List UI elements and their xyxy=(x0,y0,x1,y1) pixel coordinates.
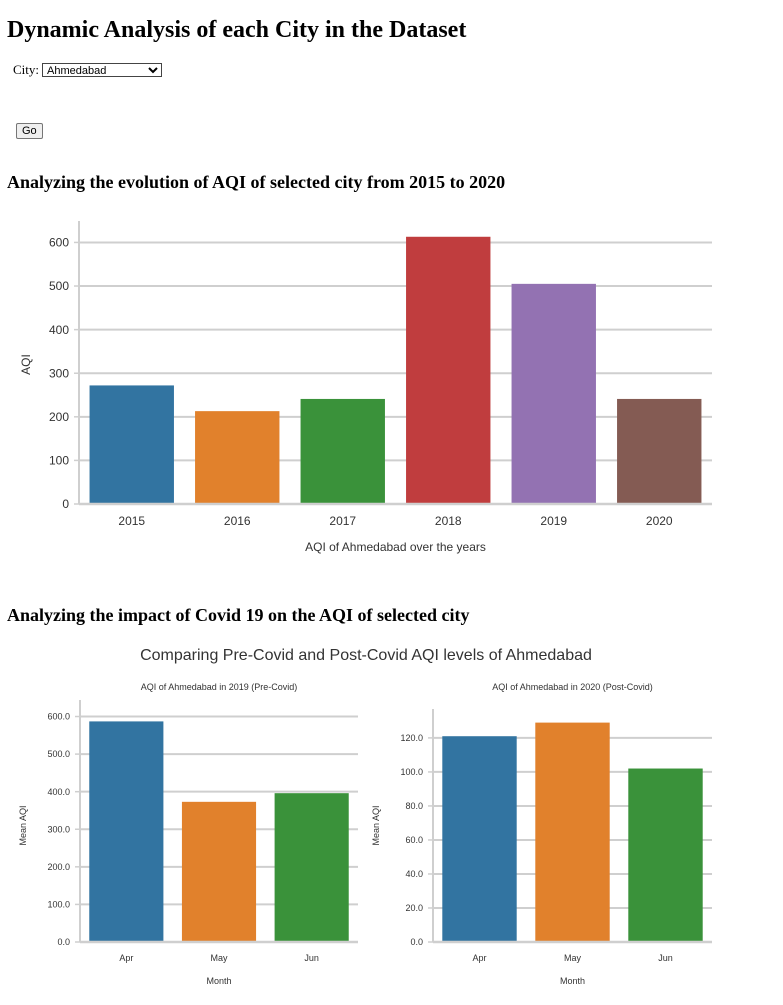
post-covid-chart-bar-jun xyxy=(628,768,703,942)
year-chart-ytick-label: 500 xyxy=(49,279,69,293)
year-chart-ytick-label: 600 xyxy=(49,236,69,250)
post-covid-chart-x-axis-label: Month xyxy=(560,976,585,986)
post-covid-chart-bar-apr xyxy=(442,736,517,942)
year-chart-xtick-label: 2017 xyxy=(329,514,356,528)
pre-covid-chart-ytick-label: 0.0 xyxy=(57,937,70,947)
post-covid-chart-ytick-label: 60.0 xyxy=(405,835,423,845)
pre-covid-chart-title: AQI of Ahmedabad in 2019 (Pre-Covid) xyxy=(141,682,298,692)
pre-covid-chart-ytick-label: 300.0 xyxy=(47,824,70,834)
year-chart-ytick-label: 200 xyxy=(49,410,69,424)
year-chart-bar-2018 xyxy=(406,236,491,504)
post-covid-chart-y-axis-label: Mean AQI xyxy=(371,805,381,845)
post-covid-chart-ytick-label: 120.0 xyxy=(400,733,423,743)
pre-covid-chart-bar-apr xyxy=(89,721,164,942)
section-heading-aqi-evolution: Analyzing the evolution of AQI of select… xyxy=(7,172,506,192)
city-label: City: xyxy=(13,62,40,77)
post-covid-chart-ytick-label: 40.0 xyxy=(405,869,423,879)
pre-covid-chart-bar-jun xyxy=(274,793,349,942)
year-chart-xtick-label: 2016 xyxy=(224,514,251,528)
year-chart-bar-2020 xyxy=(617,398,702,504)
pre-covid-chart-bar-may xyxy=(181,801,257,942)
year-chart-xtick-label: 2019 xyxy=(540,514,567,528)
year-chart-bar-2019 xyxy=(511,283,596,504)
year-chart-ytick-label: 100 xyxy=(49,454,69,468)
pre-covid-chart-ytick-label: 400.0 xyxy=(47,787,70,797)
post-covid-chart-xtick-label: Jun xyxy=(658,953,673,963)
pre-covid-chart-xtick-label: Jun xyxy=(304,953,319,963)
post-covid-chart-title: AQI of Ahmedabad in 2020 (Post-Covid) xyxy=(492,682,653,692)
year-chart-xtick-label: 2018 xyxy=(435,514,462,528)
section-heading-covid-impact: Analyzing the impact of Covid 19 on the … xyxy=(7,605,470,625)
year-chart-bar-2015 xyxy=(89,385,174,504)
city-selector-row: City: Ahmedabad xyxy=(13,62,163,78)
year-chart-ytick-label: 300 xyxy=(49,366,69,380)
post-covid-chart-ytick-label: 0.0 xyxy=(410,937,423,947)
year-chart-ytick-label: 400 xyxy=(49,323,69,337)
covid-comparison-figure: Comparing Pre-Covid and Post-Covid AQI l… xyxy=(18,647,712,986)
aqi-by-year-chart: 0 100 200 300 400 500 600 2015 2016 2017 2018 2019 2… xyxy=(19,221,712,554)
post-covid-chart-bar-may xyxy=(535,722,610,942)
year-chart-bar-2016 xyxy=(195,411,280,504)
pre-covid-chart-y-axis-label: Mean AQI xyxy=(18,805,28,845)
pre-covid-chart-ytick-label: 200.0 xyxy=(47,862,70,872)
post-covid-chart-ytick-label: 100.0 xyxy=(400,767,423,777)
year-chart-bar-2017 xyxy=(300,398,385,504)
pre-covid-chart-xtick-label: Apr xyxy=(119,953,133,963)
year-chart-ytick-label: 0 xyxy=(62,497,69,511)
page-title: Dynamic Analysis of each City in the Dat… xyxy=(7,17,467,43)
year-chart-xtick-label: 2015 xyxy=(118,514,145,528)
post-covid-chart-xtick-label: Apr xyxy=(472,953,486,963)
pre-covid-chart-xtick-label: May xyxy=(210,953,228,963)
pre-covid-chart-ytick-label: 100.0 xyxy=(47,900,70,910)
post-covid-chart-ytick-label: 80.0 xyxy=(405,801,423,811)
year-chart-y-axis-label: AQI xyxy=(19,354,33,375)
post-covid-chart-ytick-label: 20.0 xyxy=(405,903,423,913)
year-chart-xtick-label: 2020 xyxy=(646,514,673,528)
go-button[interactable]: Go xyxy=(16,123,43,139)
post-covid-chart-xtick-label: May xyxy=(564,953,582,963)
pre-covid-chart-ytick-label: 500.0 xyxy=(47,749,70,759)
pre-covid-chart-x-axis-label: Month xyxy=(206,976,231,986)
covid-figure-suptitle: Comparing Pre-Covid and Post-Covid AQI l… xyxy=(140,647,592,664)
city-dropdown[interactable]: Ahmedabad xyxy=(42,63,163,77)
pre-covid-chart-ytick-label: 600.0 xyxy=(47,712,70,722)
year-chart-x-axis-label: AQI of Ahmedabad over the years xyxy=(305,540,486,554)
